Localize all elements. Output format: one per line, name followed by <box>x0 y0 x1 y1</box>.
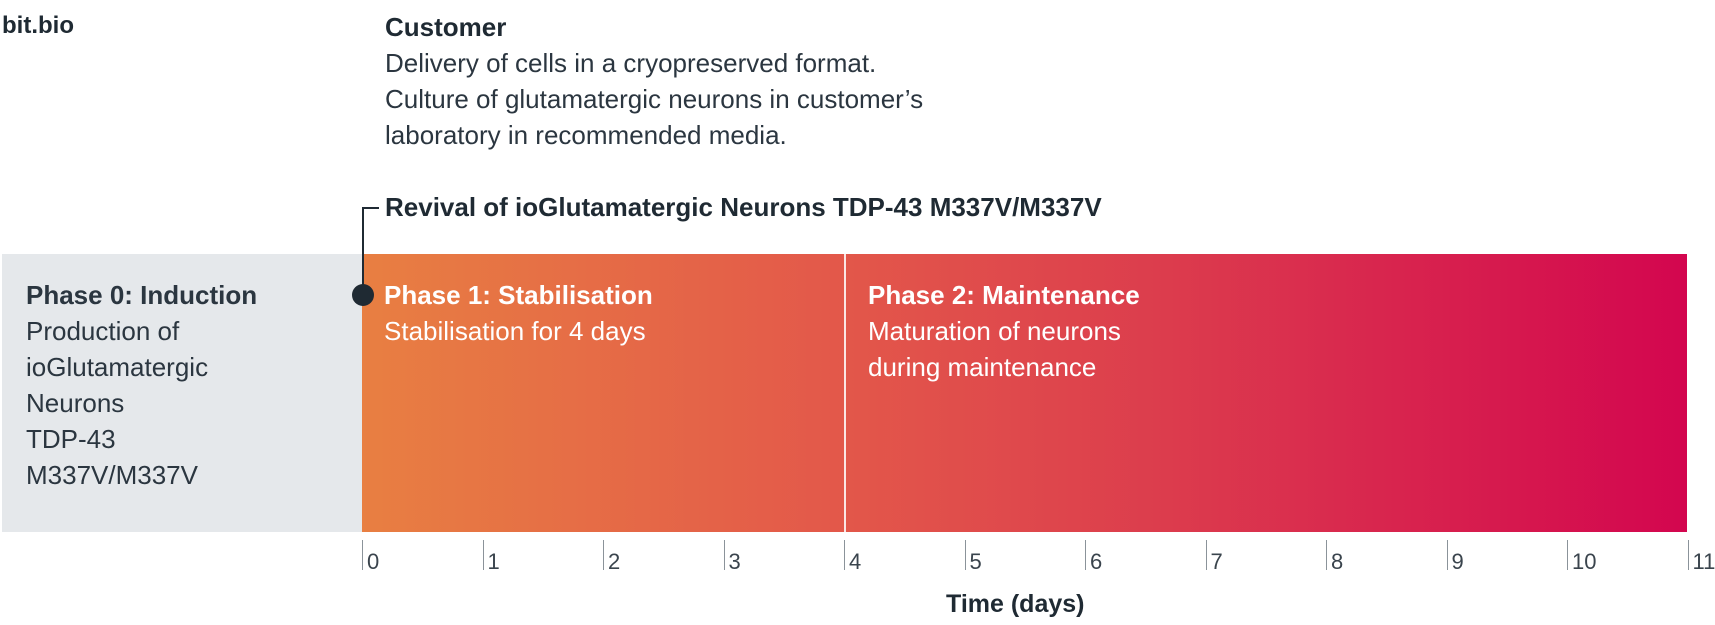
time-axis: 0 1 2 3 4 5 6 7 8 9 10 11 <box>0 535 1715 575</box>
revival-label: Revival of ioGlutamatergic Neurons TDP-4… <box>385 192 1102 222</box>
connector-line <box>363 207 379 209</box>
phase-divider-line <box>844 254 846 532</box>
phase0-title: Phase 0: Induction <box>26 280 258 310</box>
axis-tick <box>1205 540 1207 570</box>
axis-tick <box>603 540 604 570</box>
axis-tick-label: 6 <box>1090 549 1103 574</box>
axis-tick-label: 2 <box>608 549 621 574</box>
phase0-description-line: Production of <box>26 316 180 346</box>
axis-tick <box>362 540 363 570</box>
axis-tick <box>1567 540 1568 570</box>
axis-tick-label: 0 <box>367 549 380 574</box>
axis-tick <box>844 540 845 570</box>
axis-tick <box>723 540 725 570</box>
axis-tick-label: 5 <box>969 549 982 574</box>
axis-tick-label: 11 <box>1692 549 1715 574</box>
axis-tick-label: 4 <box>849 549 862 574</box>
phase1-description-line: Stabilisation for 4 days <box>384 316 646 346</box>
phase2-description-line: Maturation of neurons <box>868 316 1121 346</box>
axis-tick-label: 7 <box>1210 549 1223 574</box>
phase0-description-line: TDP-43 <box>26 424 116 454</box>
axis-tick <box>964 540 966 570</box>
connector-line <box>362 207 364 295</box>
customer-description-line: laboratory in recommended media. <box>385 120 787 150</box>
axis-tick <box>482 540 484 570</box>
phase0-description-line: M337V/M337V <box>26 460 198 490</box>
axis-tick <box>1085 540 1086 570</box>
axis-tick-label: 10 <box>1572 549 1597 574</box>
phase0-description-line: ioGlutamatergic <box>26 352 209 382</box>
axis-tick-label: 9 <box>1451 549 1464 574</box>
phase1-title: Phase 1: Stabilisation <box>384 280 653 310</box>
phase2-title: Phase 2: Maintenance <box>868 280 1140 310</box>
customer-description-line: Culture of glutamatergic neurons in cust… <box>385 84 924 114</box>
axis-tick-label: 3 <box>728 549 741 574</box>
phase2-description-line: during maintenance <box>868 352 1097 382</box>
phase0-block: Phase 0: Induction Production of ioGluta… <box>2 254 362 532</box>
brand-logo-text: bit.bio <box>2 12 74 39</box>
phase-gradient-bar: Phase 1: Stabilisation Stabilisation for… <box>362 254 1687 532</box>
axis-tick <box>1326 540 1327 570</box>
axis-tick <box>1446 540 1448 570</box>
customer-title: Customer <box>385 12 507 42</box>
customer-description-line: Delivery of cells in a cryopreserved for… <box>385 48 877 78</box>
axis-tick <box>1687 540 1689 570</box>
axis-tick-label: 8 <box>1331 549 1344 574</box>
revival-marker-dot <box>352 284 374 306</box>
phase0-description-line: Neurons <box>26 388 125 418</box>
axis-label: Time (days) <box>946 590 1085 618</box>
axis-tick-label: 1 <box>487 549 500 574</box>
